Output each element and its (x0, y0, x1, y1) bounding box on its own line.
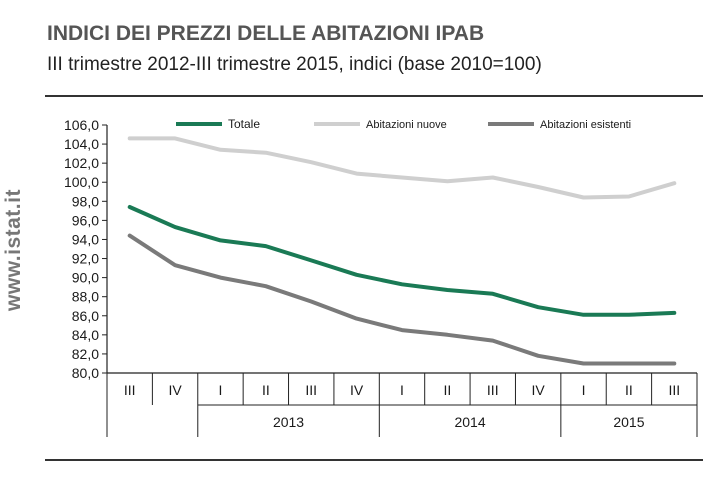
quarter-label: III (487, 382, 499, 398)
quarter-label: I (400, 382, 404, 398)
quarter-label: III (124, 382, 136, 398)
y-tick-label: 86,0 (72, 308, 99, 324)
legend-label-abitazioni-esistenti: Abitazioni esistenti (540, 119, 631, 131)
y-tick-label: 100,0 (64, 174, 99, 190)
y-tick-label: 90,0 (72, 270, 99, 286)
bottom-divider (45, 459, 703, 461)
y-tick-label: 96,0 (72, 212, 99, 228)
y-tick-label: 104,0 (64, 136, 99, 152)
y-tick-label: 98,0 (72, 193, 99, 209)
chart-title: INDICI DEI PREZZI DELLE ABITAZIONI IPAB (47, 22, 485, 45)
y-tick-label: 94,0 (72, 231, 99, 247)
quarter-label: I (219, 382, 223, 398)
year-label: 2014 (454, 414, 485, 430)
quarter-label: IV (168, 382, 182, 398)
quarter-label: III (305, 382, 317, 398)
quarter-label: II (625, 382, 633, 398)
quarter-label: II (443, 382, 451, 398)
top-divider (45, 95, 703, 97)
quarter-label: IV (532, 382, 546, 398)
y-tick-label: 82,0 (72, 346, 99, 362)
y-axis-tick-labels: 106,0 104,0 102,0 100,0 98,0 96,0 94,0 92,0 90,0… (64, 117, 99, 381)
quarter-label: IV (350, 382, 364, 398)
chart-axes (102, 124, 697, 374)
series-line-abitazioni-nuove (127, 136, 677, 200)
series-line-totale (127, 205, 677, 317)
quarter-label: I (582, 382, 586, 398)
y-tick-label: 88,0 (72, 289, 99, 305)
year-label: 2013 (273, 414, 304, 430)
quarter-label: III (668, 382, 680, 398)
chart-legend: Totale Abitazioni nuove Abitazioni esisten… (176, 117, 631, 131)
series-lines (127, 136, 677, 366)
legend-label-totale: Totale (228, 117, 260, 131)
y-tick-label: 102,0 (64, 155, 99, 171)
quarter-label: II (262, 382, 270, 398)
year-label: 2015 (613, 414, 644, 430)
y-tick-label: 80,0 (72, 365, 99, 381)
y-tick-label: 106,0 (64, 117, 99, 133)
legend-label-abitazioni-nuove: Abitazioni nuove (366, 119, 447, 131)
chart-subtitle: III trimestre 2012-III trimestre 2015, i… (47, 54, 542, 75)
y-tick-label: 92,0 (72, 251, 99, 267)
y-tick-label: 84,0 (72, 327, 99, 343)
series-line-abitazioni-esistenti (127, 233, 677, 366)
